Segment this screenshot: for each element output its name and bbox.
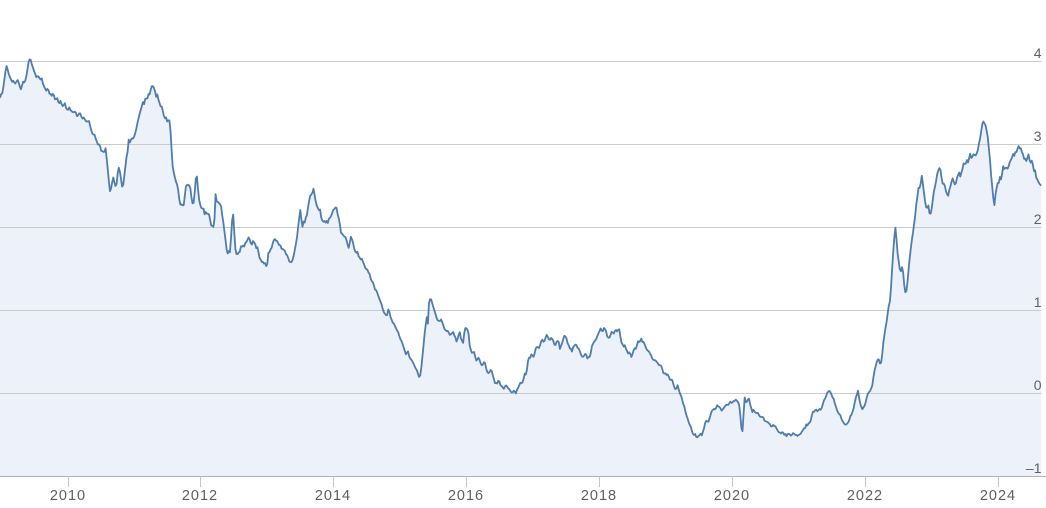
svg-text:3: 3 [1034,128,1042,144]
svg-text:2016: 2016 [448,488,484,504]
svg-text:–1: –1 [1026,460,1042,476]
svg-text:2024: 2024 [980,488,1016,504]
svg-text:2022: 2022 [847,488,883,504]
svg-text:2: 2 [1034,211,1042,227]
svg-text:2010: 2010 [50,488,86,504]
svg-text:2012: 2012 [182,488,218,504]
svg-text:2020: 2020 [714,488,750,504]
svg-text:1: 1 [1034,294,1042,310]
svg-text:4: 4 [1034,45,1042,61]
svg-text:2018: 2018 [581,488,617,504]
svg-text:2014: 2014 [315,488,351,504]
svg-text:0: 0 [1034,377,1042,393]
